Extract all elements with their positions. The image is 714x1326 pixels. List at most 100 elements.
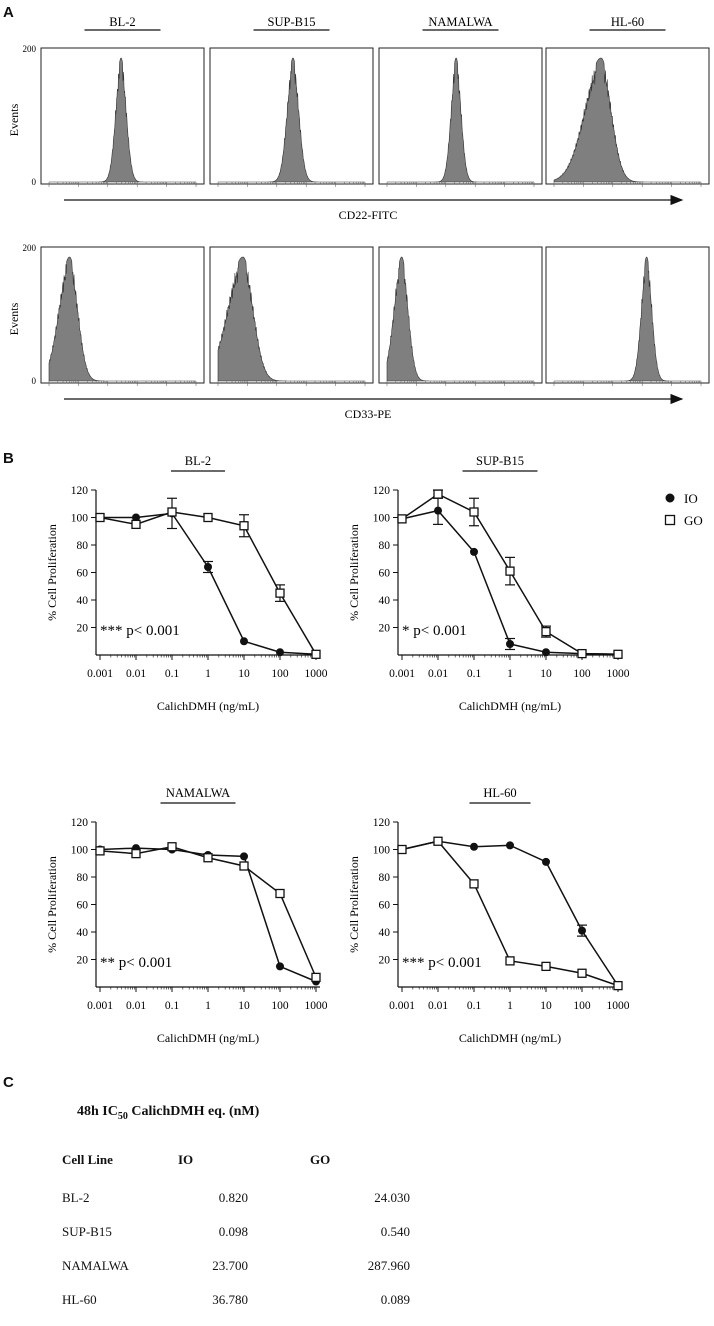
y-tick-label: 100 bbox=[71, 513, 89, 525]
panel-label-b: B bbox=[3, 450, 14, 467]
significance-annotation: *** p< 0.001 bbox=[100, 623, 180, 639]
io-data-point bbox=[240, 637, 248, 646]
x-tick-label: 10 bbox=[238, 668, 250, 680]
significance-annotation: * p< 0.001 bbox=[402, 623, 467, 639]
histogram-frame bbox=[545, 47, 710, 185]
io-data-point bbox=[470, 547, 478, 556]
histogram-distribution bbox=[217, 256, 365, 382]
y-tick-label: 100 bbox=[71, 845, 89, 857]
table-row: NAMALWA 23.700 287.960 bbox=[62, 1258, 410, 1292]
histogram-ytick-max: 200 bbox=[23, 243, 37, 253]
curve-title: NAMALWA bbox=[166, 786, 230, 800]
y-tick-label: 20 bbox=[379, 955, 391, 967]
x-tick-label: 10 bbox=[540, 668, 552, 680]
figure: A B C Events 200 0 BL-2 SUP-B15 NAMALWA HL-60 C… bbox=[3, 4, 710, 1307]
x-tick-label: 100 bbox=[271, 1000, 289, 1012]
go-data-point bbox=[433, 836, 443, 846]
ic50-title-suffix: CalichDMH eq. (nM) bbox=[127, 1104, 260, 1119]
histogram-distribution bbox=[48, 256, 196, 382]
significance-annotation: *** p< 0.001 bbox=[402, 955, 482, 971]
x-tick-label: 0.01 bbox=[428, 668, 448, 680]
histogram-frame bbox=[40, 47, 205, 185]
y-tick-label: 120 bbox=[373, 817, 391, 829]
go-data-point bbox=[505, 956, 515, 966]
cell-io-value: 23.700 bbox=[212, 1258, 248, 1273]
go-data-point bbox=[131, 519, 141, 530]
io-data-point bbox=[276, 962, 284, 971]
curve-ylabel: % Cell Proliferation bbox=[347, 856, 361, 953]
histogram-distribution bbox=[387, 57, 534, 183]
cell-go-value: 287.960 bbox=[367, 1258, 410, 1273]
histogram-frame bbox=[209, 47, 374, 185]
ic50-table-title: 48h IC50 CalichDMH eq. (nM) bbox=[77, 1104, 259, 1122]
histogram-ytick-min: 0 bbox=[32, 177, 37, 187]
cell-io-value: 0.098 bbox=[218, 1224, 248, 1239]
y-tick-label: 40 bbox=[77, 927, 89, 939]
histogram-distribution bbox=[218, 57, 365, 183]
y-tick-label: 100 bbox=[373, 513, 391, 525]
io-data-point bbox=[276, 648, 284, 657]
legend-io-marker bbox=[665, 493, 675, 503]
legend-label: IO bbox=[684, 491, 698, 506]
x-tick-label: 0.001 bbox=[87, 668, 113, 680]
go-data-point bbox=[203, 512, 213, 523]
io-data-point bbox=[578, 926, 586, 935]
go-data-point bbox=[613, 649, 623, 659]
cell-io-value: 0.820 bbox=[218, 1190, 248, 1205]
go-data-point bbox=[541, 626, 551, 637]
y-tick-label: 60 bbox=[77, 568, 89, 580]
x-tick-label: 1000 bbox=[607, 1000, 630, 1012]
legend-label: GO bbox=[684, 513, 703, 528]
go-data-point bbox=[239, 521, 249, 531]
table-row: BL-2 0.820 24.030 bbox=[62, 1190, 410, 1224]
curve-title: SUP-B15 bbox=[476, 454, 524, 468]
histogram-ylabel: Events bbox=[7, 103, 21, 136]
y-tick-label: 100 bbox=[373, 845, 391, 857]
x-tick-label: 1 bbox=[205, 668, 211, 680]
histogram-ylabel: Events bbox=[7, 302, 21, 335]
histogram-frame bbox=[378, 47, 543, 185]
ic50-header-row: Cell Line IO GO bbox=[62, 1152, 410, 1190]
x-tick-label: 0.1 bbox=[165, 1000, 180, 1012]
ic50-title-sub: 50 bbox=[117, 1110, 128, 1122]
x-tick-label: 1 bbox=[205, 1000, 211, 1012]
y-tick-label: 60 bbox=[379, 900, 391, 912]
curve-title: BL-2 bbox=[185, 454, 211, 468]
x-tick-label: 0.001 bbox=[389, 668, 415, 680]
io-data-point bbox=[132, 513, 140, 522]
histogram-title: SUP-B15 bbox=[268, 15, 316, 29]
histogram-title: HL-60 bbox=[611, 15, 644, 29]
histogram-title: BL-2 bbox=[109, 15, 135, 29]
x-tick-label: 100 bbox=[573, 1000, 591, 1012]
go-data-point bbox=[397, 844, 407, 855]
y-tick-label: 80 bbox=[77, 872, 89, 884]
cell-line-name: BL-2 bbox=[62, 1190, 90, 1205]
significance-annotation: ** p< 0.001 bbox=[100, 955, 172, 971]
go-data-point bbox=[469, 507, 479, 517]
curve-title: HL-60 bbox=[483, 786, 516, 800]
x-tick-label: 1 bbox=[507, 668, 513, 680]
curve-xlabel: CalichDMH (ng/mL) bbox=[459, 699, 561, 713]
cell-line-name: NAMALWA bbox=[62, 1258, 129, 1273]
go-data-point bbox=[167, 507, 177, 517]
x-tick-label: 100 bbox=[271, 668, 289, 680]
y-tick-label: 80 bbox=[379, 540, 391, 552]
ic50-table: Cell Line IO GO BL-2 0.820 24.030 SUP-B1… bbox=[62, 1152, 410, 1326]
cell-go-value: 0.540 bbox=[380, 1224, 410, 1239]
panel-label-c: C bbox=[3, 1074, 14, 1091]
curve-xlabel: CalichDMH (ng/mL) bbox=[157, 1031, 259, 1045]
header-cell-line: Cell Line bbox=[62, 1152, 113, 1167]
x-tick-label: 0.01 bbox=[428, 1000, 448, 1012]
histogram-distribution bbox=[49, 57, 196, 183]
curve-xlabel: CalichDMH (ng/mL) bbox=[459, 1031, 561, 1045]
io-data-point bbox=[434, 506, 442, 515]
histogram-distribution bbox=[386, 256, 534, 382]
x-tick-label: 1000 bbox=[607, 668, 630, 680]
x-tick-label: 0.1 bbox=[467, 668, 482, 680]
io-data-point bbox=[204, 563, 212, 571]
y-tick-label: 40 bbox=[379, 595, 391, 607]
x-tick-label: 0.001 bbox=[389, 1000, 415, 1012]
go-data-point bbox=[131, 848, 141, 859]
y-tick-label: 20 bbox=[77, 955, 89, 967]
histogram-xlabel: CD22-FITC bbox=[339, 208, 398, 222]
